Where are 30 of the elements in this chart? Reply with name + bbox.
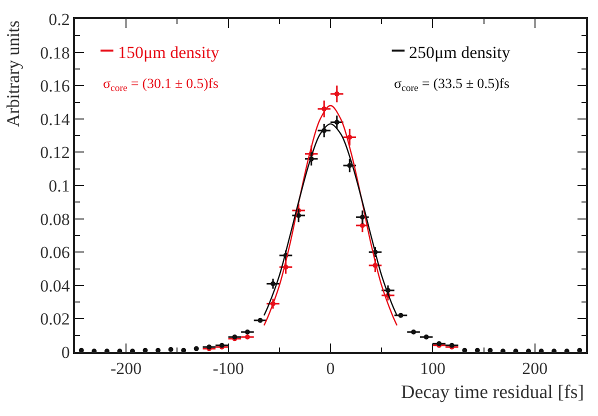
- y-tick-label: 0: [61, 342, 70, 362]
- x-tick-label: 100: [420, 359, 446, 378]
- annotation: σ$_{core}$ = (33.5 ± 0.5)fs: [394, 77, 510, 94]
- point: [360, 222, 365, 228]
- point: [334, 91, 340, 96]
- y-axis-title: Arbitrary units: [3, 20, 23, 127]
- y-tick-label: 0.06: [40, 243, 70, 262]
- point: [296, 212, 302, 218]
- point: [347, 163, 352, 168]
- y-tick-label: 0.14: [40, 110, 70, 129]
- legend-label: 250μm density: [409, 43, 511, 62]
- point: [360, 214, 365, 220]
- y-tick-label: 0.16: [40, 76, 70, 96]
- y-tick-label: 0.12: [40, 143, 70, 162]
- x-tick-label: -100: [212, 359, 244, 378]
- y-tick-label: 0.04: [40, 276, 70, 296]
- y-tick-label: 0.08: [40, 210, 70, 229]
- y-tick-label: 0.02: [40, 310, 70, 329]
- x-tick-label: 0: [326, 359, 335, 378]
- y-tick-label: 0.2: [48, 10, 70, 29]
- legend-label: 150μm density: [118, 43, 220, 62]
- annotation: σ$_{core}$ = (30.1 ± 0.5)fs: [103, 77, 218, 94]
- x-axis-title: Decay time residual [fs]: [401, 382, 584, 403]
- point: [270, 281, 276, 286]
- x-tick-label: 200: [522, 359, 548, 378]
- point: [347, 134, 352, 140]
- x-tick-label: -200: [110, 359, 142, 378]
- y-tick-label: 0.18: [40, 43, 70, 62]
- point: [334, 120, 340, 125]
- y-tick-label: 0.1: [48, 176, 70, 196]
